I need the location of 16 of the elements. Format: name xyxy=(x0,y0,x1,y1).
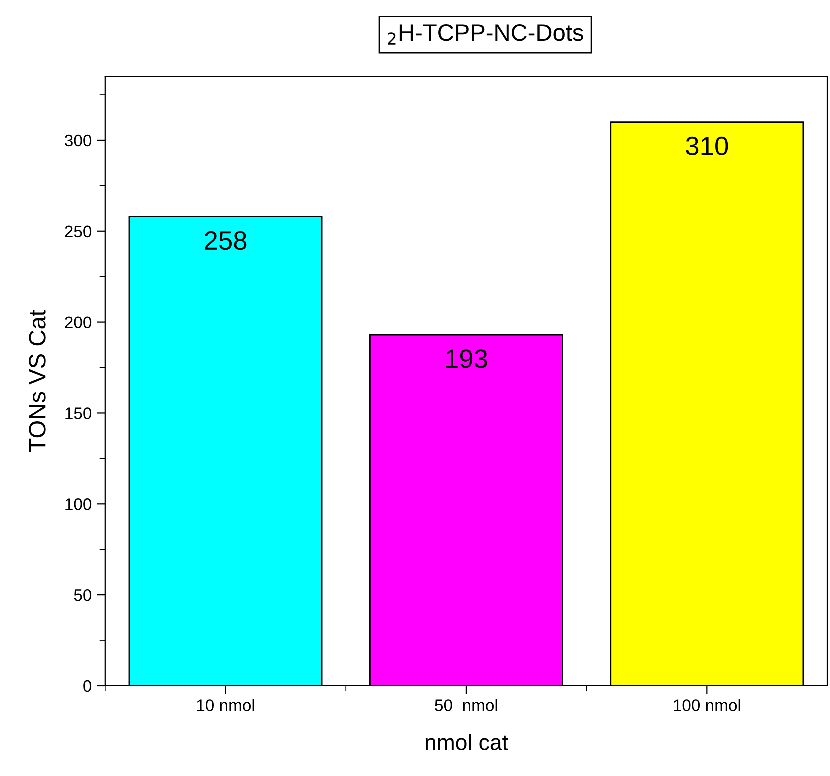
chart-title: $_{2}$H-TCPP-NC-Dots xyxy=(388,24,584,45)
y-axis-title: TONs VS Cat xyxy=(29,310,46,452)
data-label: 310 xyxy=(686,136,728,156)
y-tick-label: 50 xyxy=(74,589,92,602)
y-tick-label: 200 xyxy=(65,316,92,329)
y-tick-label: 0 xyxy=(84,680,92,692)
y-tick-label: 100 xyxy=(66,498,92,510)
y-tick-label: 300 xyxy=(65,134,92,147)
x-tick-label: 100 nmol xyxy=(674,699,740,712)
data-label: 193 xyxy=(446,350,488,368)
y-tick-label: 150 xyxy=(66,408,92,420)
x-tick-label: 10 nmol xyxy=(197,699,254,712)
data-label: 258 xyxy=(205,231,247,250)
x-axis-title: nmol cat xyxy=(426,734,508,750)
x-tick-label: 50 nmol xyxy=(435,699,498,712)
y-tick-label: 250 xyxy=(65,226,92,238)
